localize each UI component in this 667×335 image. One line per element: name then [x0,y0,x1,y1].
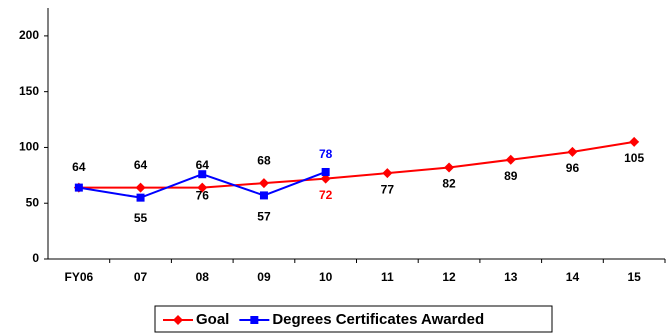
legend-marker [250,316,259,324]
data-label: 76 [196,188,210,202]
data-label: 57 [257,210,271,224]
marker [321,167,330,176]
y-tick-label: 150 [19,84,39,98]
legend-label: Degrees Certificates Awarded [272,311,484,328]
data-label: 105 [624,151,644,165]
marker [505,154,516,165]
data-label: 64 [72,160,86,174]
x-tick-label: 10 [319,270,333,284]
legend-label: Goal [196,311,229,328]
x-tick-label: 14 [566,270,580,284]
y-tick-label: 200 [19,28,39,42]
x-tick-label: 09 [257,270,271,284]
x-tick-label: 11 [381,270,394,284]
x-tick-label: 12 [442,270,456,284]
marker [74,183,83,192]
data-label: 55 [134,211,148,225]
x-tick-label: 13 [504,270,518,284]
marker [629,136,640,147]
data-label: 96 [566,161,580,175]
marker [567,146,578,157]
marker [136,193,145,202]
data-label: 82 [442,177,456,191]
y-tick-label: 0 [32,251,39,265]
x-tick-label: FY06 [65,270,94,284]
marker [382,168,393,179]
marker [258,178,269,189]
legend-marker [173,315,183,325]
series-line [78,140,635,189]
marker [135,182,146,193]
data-label: 68 [257,153,271,167]
marker [198,170,207,179]
marker [197,182,208,193]
y-tick-label: 50 [26,195,40,209]
data-label: 72 [319,188,333,202]
marker [320,173,331,184]
x-tick-label: 15 [627,270,641,284]
x-tick-label: 08 [196,270,210,284]
data-label: 89 [504,169,518,183]
y-tick-label: 100 [19,140,39,154]
data-label: 64 [134,158,148,172]
data-label: 64 [196,158,210,172]
marker [259,191,268,200]
legend-box [154,305,553,333]
x-tick-label: 07 [134,270,148,284]
data-label: 77 [381,182,395,196]
data-label: 78 [319,147,333,161]
marker [444,162,455,173]
